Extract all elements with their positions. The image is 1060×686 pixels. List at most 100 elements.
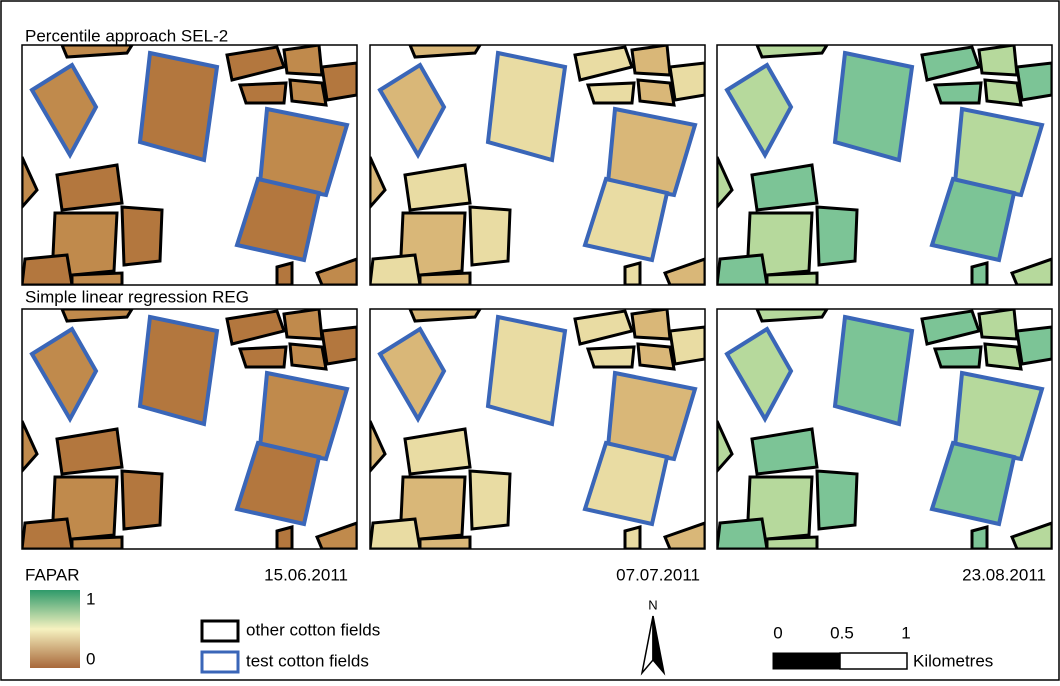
test-cotton-field [29, 326, 99, 424]
legend-swatch [200, 619, 240, 643]
panel-border [716, 308, 1053, 550]
other-cotton-field [717, 517, 769, 549]
other-cotton-field [636, 78, 676, 107]
map-panel [716, 44, 1053, 286]
test-cotton-field [377, 326, 447, 424]
other-cotton-field [22, 253, 74, 285]
panel-border [369, 44, 706, 286]
test-cotton-field [257, 106, 350, 198]
other-cotton-field [750, 163, 819, 212]
other-cotton-field [282, 309, 324, 341]
test-cotton-field [257, 370, 350, 462]
other-cotton-field [60, 45, 134, 59]
other-cotton-field [717, 156, 734, 210]
other-cotton-field [22, 517, 74, 549]
other-cotton-field [418, 535, 472, 549]
color-ramp [30, 590, 80, 668]
other-cotton-field [370, 253, 422, 285]
other-cotton-field [920, 309, 981, 346]
other-cotton-field [970, 261, 989, 285]
other-cotton-field [585, 81, 636, 105]
test-cotton-field [377, 62, 447, 160]
panel-border [21, 44, 358, 286]
scale-bar [839, 652, 908, 670]
other-cotton-field [403, 163, 472, 212]
other-cotton-field [237, 81, 288, 105]
test-cotton-field [29, 62, 99, 160]
other-cotton-field [932, 345, 983, 369]
other-cotton-field [55, 163, 124, 212]
legend-label: test cotton fields [246, 651, 369, 670]
other-cotton-field [765, 271, 819, 285]
test-cotton-field [485, 314, 568, 427]
scale-tick: 1 [901, 623, 910, 642]
test-cotton-field [724, 62, 794, 160]
other-cotton-field [418, 271, 472, 285]
date-label: 15.06.2011 [264, 565, 348, 584]
date-label: 07.07.2011 [616, 565, 700, 584]
legend-min: 0 [86, 649, 95, 668]
other-cotton-field [60, 309, 134, 323]
other-cotton-field [663, 521, 705, 549]
other-cotton-field [663, 257, 705, 285]
other-cotton-field [70, 535, 124, 549]
other-cotton-field [315, 257, 357, 285]
other-cotton-field [55, 427, 124, 476]
other-cotton-field [585, 345, 636, 369]
other-cotton-field [977, 309, 1019, 341]
panel-border [21, 308, 358, 550]
test-cotton-field [605, 106, 698, 198]
panel-border [716, 44, 1053, 286]
other-cotton-field [630, 45, 672, 77]
map-panel [21, 308, 358, 550]
other-cotton-field [237, 345, 288, 369]
other-cotton-field [288, 78, 328, 107]
test-cotton-field [137, 314, 220, 427]
test-cotton-field [137, 50, 220, 163]
panel-fields [370, 309, 705, 549]
test-cotton-field [234, 176, 322, 263]
test-cotton-field [485, 50, 568, 163]
test-cotton-field [605, 370, 698, 462]
scale-bar [772, 652, 841, 670]
other-cotton-field [755, 309, 829, 323]
other-cotton-field [623, 261, 642, 285]
test-cotton-field [929, 440, 1017, 527]
other-cotton-field [573, 309, 634, 346]
test-cotton-field [582, 176, 670, 263]
north-label: N [648, 597, 657, 612]
panel-fields [370, 45, 705, 285]
panel-border [369, 308, 706, 550]
other-cotton-field [288, 342, 328, 371]
other-cotton-field [970, 525, 989, 549]
panel-fields [717, 45, 1052, 285]
legend-title: FAPAR [25, 565, 79, 584]
other-cotton-field [920, 45, 981, 82]
other-cotton-field [636, 342, 676, 371]
test-cotton-field [952, 370, 1045, 462]
other-cotton-field [315, 521, 357, 549]
other-cotton-field [120, 205, 164, 267]
scale-unit: Kilometres [913, 651, 993, 670]
map-panel [369, 44, 706, 286]
other-cotton-field [408, 309, 482, 323]
other-cotton-field [623, 525, 642, 549]
other-cotton-field [983, 78, 1023, 107]
test-cotton-field [724, 326, 794, 424]
other-cotton-field [717, 420, 734, 474]
other-cotton-field [717, 253, 769, 285]
other-cotton-field [22, 420, 39, 474]
other-cotton-field [932, 81, 983, 105]
north-arrow [652, 615, 666, 676]
other-cotton-field [668, 61, 705, 102]
test-cotton-field [234, 440, 322, 527]
legend-label: other cotton fields [246, 620, 380, 639]
other-cotton-field [320, 325, 357, 366]
other-cotton-field [750, 427, 819, 476]
row-title: Simple linear regression REG [25, 287, 249, 306]
legend-swatch [200, 650, 240, 674]
test-cotton-field [952, 106, 1045, 198]
other-cotton-field [225, 45, 286, 82]
other-cotton-field [468, 469, 512, 531]
test-cotton-field [929, 176, 1017, 263]
